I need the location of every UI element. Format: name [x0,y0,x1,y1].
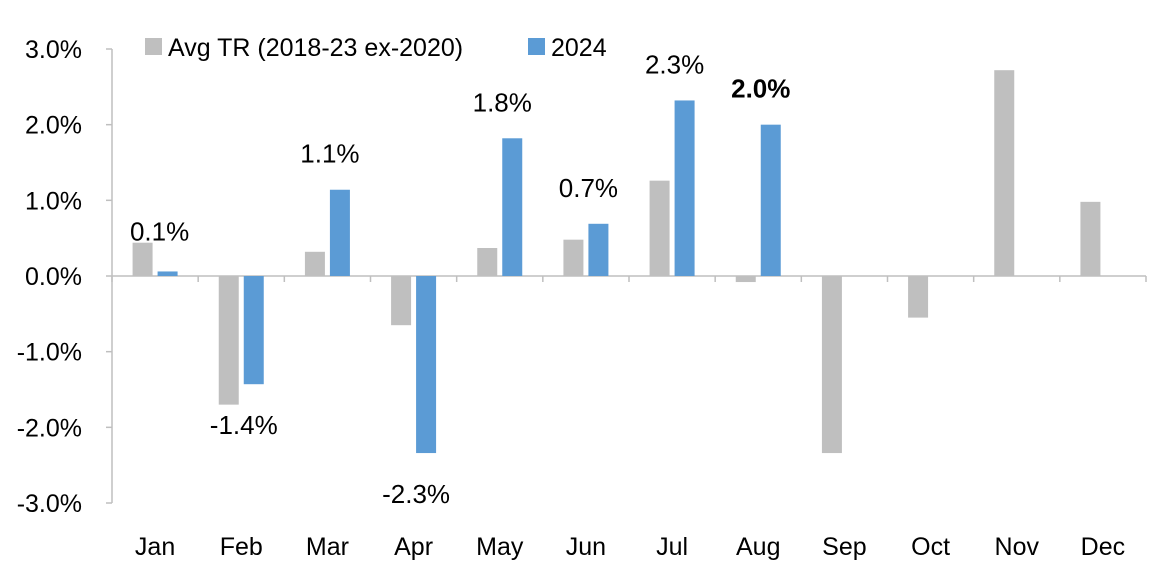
x-tick-label: Feb [220,533,263,561]
data-label-feb: -1.4% [210,410,278,440]
x-tick-label: Sep [822,533,866,561]
bar-avg-may [477,248,498,276]
data-label-apr: -2.3% [382,479,450,509]
bar-avg-oct [908,276,929,318]
y-tick-label: -3.0% [17,490,82,518]
y-tick-label: 1.0% [25,187,82,215]
bar-2024-may [502,138,523,276]
bar-avg-nov [994,70,1015,276]
bar-2024-jan [157,271,178,276]
y-tick-label: 3.0% [25,36,82,64]
axes: 3.0% 2.0% 1.0% 0.0% -1.0% -2.0% -3.0% Jan Feb Mar… [17,36,1147,561]
bar-avg-dec [1080,201,1101,276]
bar-avg-jun [563,239,584,276]
legend-label-avg: Avg TR (2018-23 ex-2020) [168,34,463,62]
x-tick-label: May [476,533,524,561]
x-tick-label: Dec [1081,533,1125,561]
x-tick-label: Nov [995,533,1040,561]
bar-avg-feb [218,276,239,405]
data-label-jul: 2.3% [645,49,704,79]
bar-avg-apr [391,276,412,326]
x-tick-label: Mar [306,533,349,561]
bar-2024-jul [674,100,695,276]
legend-swatch-avg [145,38,162,55]
x-tick-label: Oct [911,533,950,561]
legend: Avg TR (2018-23 ex-2020) 2024 [145,34,607,62]
data-labels: 0.1% -1.4% 1.1% -2.3% 1.8% 0.7% 2.3% 2.0% [130,49,790,509]
legend-swatch-2024 [528,38,545,55]
bar-avg-jul [649,180,670,276]
data-label-aug: 2.0% [731,74,790,104]
data-label-mar: 1.1% [300,139,359,169]
x-tick-label: Jan [135,533,175,561]
x-tick-label: Jun [566,533,606,561]
y-tick-label: 0.0% [25,263,82,291]
x-tick-label: Jul [656,533,688,561]
bars [132,70,1101,454]
data-label-jun: 0.7% [559,173,618,203]
bar-avg-aug [735,276,756,283]
legend-label-2024: 2024 [551,34,607,62]
x-tick-label: Apr [394,533,433,561]
x-tick-label: Aug [736,533,780,561]
bar-2024-jun [588,223,609,276]
bar-avg-jan [132,242,153,276]
bar-2024-apr [416,276,437,454]
y-tick-label: -1.0% [17,339,82,367]
bar-avg-mar [304,251,325,276]
bar-avg-sep [821,276,842,454]
bar-2024-feb [243,276,264,385]
bar-2024-mar [329,189,350,276]
y-tick-label: -2.0% [17,414,82,442]
data-label-may: 1.8% [473,87,532,117]
y-tick-label: 2.0% [25,112,82,140]
data-label-jan: 0.1% [130,217,189,247]
bar-2024-aug [760,124,781,277]
